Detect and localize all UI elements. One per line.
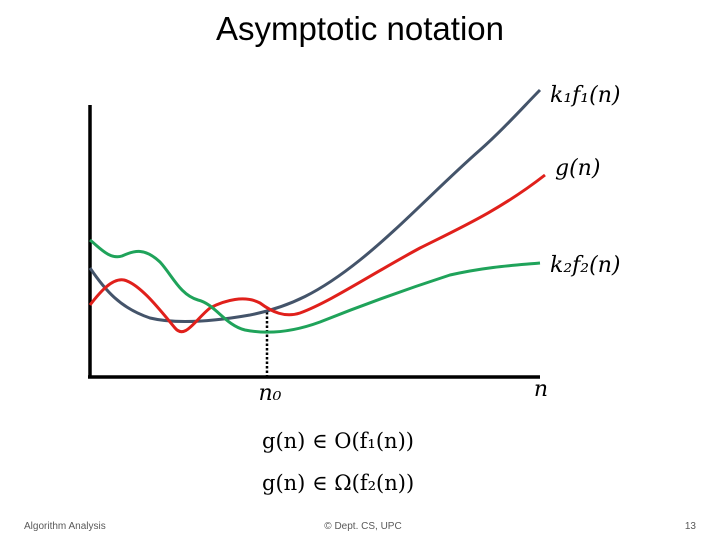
big-omega-formula: g(n) ∈ Ω(f₂(n)): [262, 471, 414, 495]
slide-title: Asymptotic notation: [216, 10, 504, 47]
page-number: 13: [685, 521, 697, 532]
x-axis-label: n: [534, 377, 548, 402]
big-o-formula: g(n) ∈ O(f₁(n)): [262, 429, 414, 453]
lower-bound-curve: [89, 238, 541, 334]
footer-left: Algorithm Analysis: [24, 521, 106, 532]
middle-curve-label: g(n): [555, 156, 600, 181]
threshold-label: n₀: [259, 381, 282, 406]
upper-bound-curve: [88, 88, 542, 324]
footer-center: © Dept. CS, UPC: [324, 521, 401, 532]
lower-curve-label: k₂f₂(n): [550, 253, 620, 278]
function-curve: [88, 173, 546, 334]
upper-curve-label: k₁f₁(n): [550, 83, 620, 108]
